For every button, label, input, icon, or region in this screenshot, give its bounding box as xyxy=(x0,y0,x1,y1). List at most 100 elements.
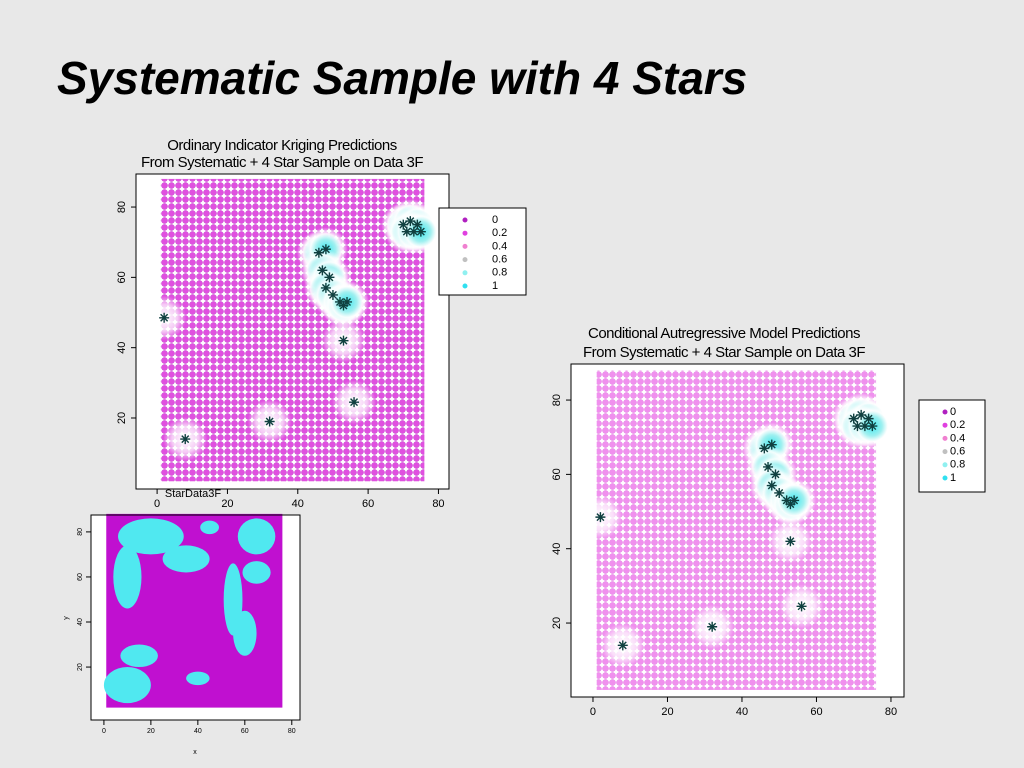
star-point xyxy=(405,216,416,227)
legend-label: 0.4 xyxy=(950,432,965,444)
chart-subtitle: From Systematic + 4 Star Sample on Data … xyxy=(583,344,865,361)
plot-frame xyxy=(570,363,905,698)
star-point xyxy=(848,413,859,424)
y-tick-label: 60 xyxy=(116,271,128,283)
y-tick-label: 60 xyxy=(551,468,563,480)
x-tick-label: 20 xyxy=(221,498,233,510)
star-point xyxy=(770,469,781,480)
y-tick-label: 80 xyxy=(116,201,128,213)
star-point xyxy=(159,312,170,323)
legend-label: 0.8 xyxy=(950,459,965,471)
legend-symbol xyxy=(942,409,948,415)
legend-symbol xyxy=(942,435,948,441)
star-point xyxy=(349,397,360,408)
legend-label: 0 xyxy=(492,214,498,226)
star-point xyxy=(324,272,335,283)
star-point xyxy=(180,434,191,445)
star-point xyxy=(342,296,353,307)
star-point xyxy=(338,335,349,346)
legend-symbol xyxy=(942,475,948,481)
y-tick-label: 20 xyxy=(116,412,128,424)
x-axis-label: x xyxy=(193,749,197,756)
star-point xyxy=(796,601,807,612)
star-point xyxy=(863,413,874,424)
y-tick-label: 40 xyxy=(116,342,128,354)
legend-label: 0.2 xyxy=(950,419,965,431)
legend-label: 0.8 xyxy=(492,267,507,279)
field-patch xyxy=(186,671,210,686)
x-tick-label: 20 xyxy=(661,706,673,718)
field xyxy=(596,370,877,690)
plot-frame xyxy=(90,514,301,721)
x-tick-label: 40 xyxy=(194,728,202,735)
star-point xyxy=(415,226,426,237)
y-tick-label: 20 xyxy=(551,617,563,629)
x-tick-label: 60 xyxy=(241,728,249,735)
x-tick-label: 0 xyxy=(590,706,596,718)
legend-label: 0.2 xyxy=(492,227,507,239)
legend-label: 1 xyxy=(492,280,498,292)
star-point xyxy=(320,282,331,293)
star-point xyxy=(759,443,770,454)
y-axis-label: y xyxy=(63,616,70,620)
legend-symbol xyxy=(462,243,468,249)
star-point xyxy=(859,421,870,432)
field-patch xyxy=(200,520,219,535)
legend-symbol xyxy=(942,422,948,428)
legend-label: 0.6 xyxy=(950,446,965,458)
star-point xyxy=(408,226,419,237)
star-point xyxy=(852,421,863,432)
x-tick-label: 60 xyxy=(362,498,374,510)
legend-label: 0.4 xyxy=(492,240,507,252)
legend-symbol xyxy=(462,283,468,289)
chart-title: Conditional Autregressive Model Predicti… xyxy=(588,325,860,342)
legend-box xyxy=(438,207,527,296)
x-tick-label: 20 xyxy=(147,728,155,735)
field-patch xyxy=(113,545,142,609)
y-tick-label: 40 xyxy=(77,618,84,626)
y-tick-label: 40 xyxy=(551,543,563,555)
star-point xyxy=(785,536,796,547)
legend-symbol xyxy=(942,449,948,455)
star-point xyxy=(412,219,423,230)
star-point xyxy=(317,265,328,276)
field-patch xyxy=(120,644,158,668)
x-tick-label: 40 xyxy=(736,706,748,718)
field-patch xyxy=(233,610,257,656)
star-point xyxy=(707,621,718,632)
legend-label: 0 xyxy=(950,406,956,418)
star-point xyxy=(334,296,345,307)
star-point xyxy=(398,219,409,230)
star-point xyxy=(867,421,878,432)
y-tick-label: 60 xyxy=(77,573,84,581)
star-point xyxy=(785,499,796,510)
x-tick-label: 60 xyxy=(810,706,822,718)
x-tick-label: 0 xyxy=(154,498,160,510)
legend-symbol xyxy=(462,270,468,276)
star-point xyxy=(320,244,331,255)
x-tick-label: 80 xyxy=(288,728,296,735)
legend-symbol xyxy=(462,217,468,223)
x-axis-label: StarData3F xyxy=(165,488,222,500)
star-point xyxy=(856,409,867,420)
star-point xyxy=(313,247,324,258)
legend-box xyxy=(918,399,986,493)
star-point xyxy=(763,461,774,472)
legend-symbol xyxy=(462,257,468,263)
y-tick-label: 80 xyxy=(551,394,563,406)
x-tick-label: 0 xyxy=(102,728,106,735)
x-tick-label: 80 xyxy=(885,706,897,718)
field-patch xyxy=(162,545,210,573)
field-patch xyxy=(242,561,271,584)
field-patch xyxy=(237,518,276,555)
legend-symbol xyxy=(942,462,948,468)
star-point xyxy=(781,495,792,506)
field-patch xyxy=(103,667,151,704)
star-point xyxy=(595,512,606,523)
legend-label: 1 xyxy=(950,472,956,484)
star-point xyxy=(766,439,777,450)
plot-frame xyxy=(135,173,450,490)
star-point xyxy=(774,487,785,498)
chart-subtitle: From Systematic + 4 Star Sample on Data … xyxy=(141,154,423,171)
